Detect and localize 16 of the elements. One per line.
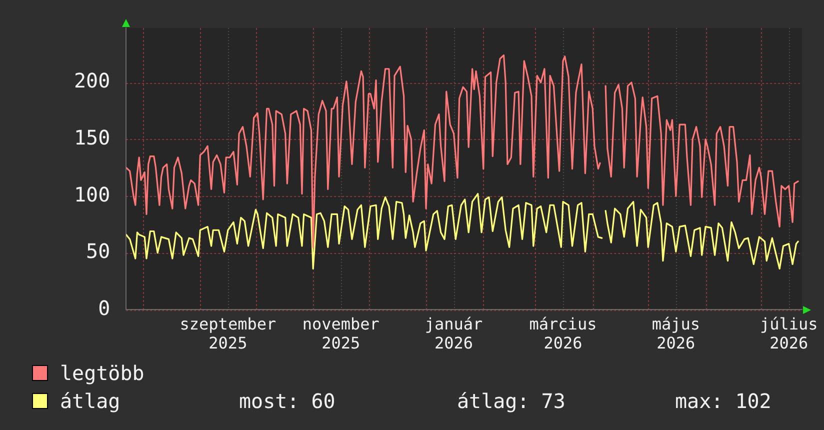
y-tick-label: 50 [86, 239, 110, 264]
x-tick-label: március 2026 [529, 314, 597, 353]
y-tick-label: 150 [74, 125, 110, 150]
x-tick-label: július 2026 [760, 314, 818, 353]
x-tick-label: szeptember 2025 [180, 314, 276, 353]
legend-label: legtöbb [60, 360, 146, 387]
legend-label: átlag [60, 388, 122, 415]
y-tick-label: 0 [98, 296, 110, 320]
text: max: 102 [675, 388, 772, 415]
x-tick-label: január 2026 [424, 314, 484, 353]
y-tick-label: 100 [74, 182, 110, 206]
text: átlag: 73 [457, 388, 566, 415]
x-tick-label: november 2025 [302, 314, 380, 353]
text: most: 60 [239, 388, 336, 415]
x-tick-label: május 2026 [652, 314, 700, 353]
y-tick-label: 200 [74, 68, 110, 93]
